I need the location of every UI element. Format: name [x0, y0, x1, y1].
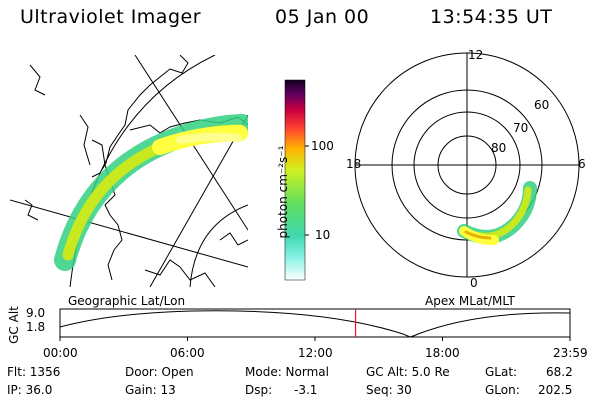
info-glat-value: 68.2 [546, 365, 573, 379]
colorbar-tick-100: 100 [311, 139, 334, 153]
timeline-tick-3: 18:00 [425, 346, 460, 360]
info-glon-value: 202.5 [538, 383, 573, 397]
timeline-tick-2: 12:00 [298, 346, 333, 360]
polar-plot [354, 52, 580, 278]
mlt-label-0: 0 [470, 276, 478, 290]
info-flt: Flt: 1356 [7, 365, 61, 379]
timeline-plot [59, 308, 571, 341]
info-gain: Gain: 13 [125, 383, 176, 397]
timeline-tick-4: 23:59 [553, 346, 588, 360]
info-ip: IP: 36.0 [7, 383, 53, 397]
timeline-tick-0: 00:00 [43, 346, 78, 360]
info-glat: GLat: [485, 365, 518, 379]
time-label: 13:54:35 UT [430, 6, 553, 28]
mlt-label-18: 18 [346, 157, 362, 171]
mlat-label-60: 60 [534, 98, 550, 112]
geo-caption: Geographic Lat/Lon [68, 294, 186, 308]
date-label: 05 Jan 00 [275, 6, 370, 28]
info-mode: Mode: Normal [245, 365, 329, 379]
geographic-map [10, 55, 248, 287]
info-dsp-value: -3.1 [294, 383, 318, 397]
polar-caption: Apex MLat/MLT [425, 294, 515, 308]
timeline-ymin: 1.8 [26, 320, 46, 334]
timeline-ylabel: GC Alt [7, 306, 21, 344]
mlt-label-6: 6 [578, 157, 586, 171]
info-door: Door: Open [125, 365, 194, 379]
colorbar-label: photon cm⁻²s⁻¹ [276, 145, 290, 239]
mlat-label-70: 70 [513, 121, 529, 135]
timeline-ymax: 9.0 [26, 306, 46, 320]
info-seq: Seq: 30 [366, 383, 412, 397]
mlat-label-80: 80 [491, 141, 507, 155]
colorbar-tick-10: 10 [315, 228, 331, 242]
info-glon: GLon: [485, 383, 520, 397]
app-title: Ultraviolet Imager [20, 6, 202, 28]
mlt-label-12: 12 [468, 48, 484, 62]
timeline-tick-1: 06:00 [170, 346, 205, 360]
colorbar [284, 79, 309, 281]
info-dsp: Dsp: [245, 383, 273, 397]
info-gcalt: GC Alt: 5.0 Re [366, 365, 450, 379]
